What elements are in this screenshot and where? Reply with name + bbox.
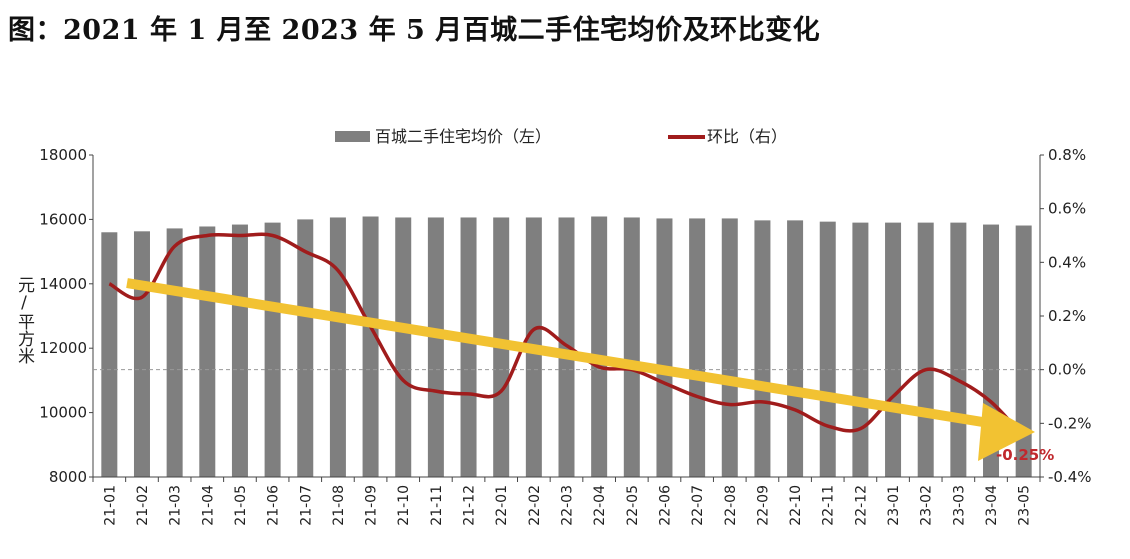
bar-23-02 [917,222,934,477]
bar-21-01 [101,232,118,477]
bar-22-11 [819,221,836,477]
bar-21-06 [264,222,281,477]
left-tick-label: 14000 [39,275,87,293]
left-tick-label: 10000 [39,404,87,422]
right-tick-label: -0.4% [1048,468,1092,486]
category-label: 21-11 [429,485,445,526]
right-tick-label: 0.0% [1048,361,1086,379]
trend-arrow-shaft [126,278,996,429]
category-label: 22-07 [690,485,706,526]
bar-21-05 [231,224,248,477]
category-label: 21-01 [102,485,118,526]
bar-21-11 [427,217,444,477]
left-tick-label: 16000 [39,210,87,228]
bar-22-04 [591,216,608,477]
bar-23-01 [885,222,902,477]
category-label: 21-05 [233,485,249,526]
legend-line-label: 环比（右） [707,127,787,146]
category-label: 23-04 [984,485,1000,526]
bar-22-12 [852,222,869,477]
bar-21-10 [395,217,412,477]
bar-22-07 [689,218,706,477]
right-tick-label: 0.6% [1048,200,1086,218]
bar-21-04 [199,226,216,477]
bar-21-07 [297,219,314,477]
category-label: 22-06 [657,485,673,526]
bar-21-12 [460,217,477,477]
last-value-annotation: -0.25% [996,446,1054,464]
category-label: 21-07 [298,485,314,526]
category-label: 21-12 [462,485,478,526]
left-tick-label: 18000 [39,146,87,164]
category-label: 22-10 [788,485,804,526]
left-tick-label: 8000 [49,468,87,486]
category-label: 23-01 [886,485,902,526]
category-label: 22-01 [494,485,510,526]
category-label: 23-03 [951,485,967,526]
bar-22-10 [787,220,804,477]
category-label: 21-04 [200,485,216,526]
category-label: 21-08 [331,485,347,526]
bar-23-05 [1015,225,1032,477]
category-label: 22-12 [853,485,869,526]
category-label: 21-02 [135,485,151,526]
left-axis-label: 元/平方米 [14,276,34,364]
legend-bar-label: 百城二手住宅均价（左） [375,127,551,146]
bar-21-03 [166,228,183,477]
right-tick-label: 0.8% [1048,146,1086,164]
right-tick-label: 0.4% [1048,253,1086,271]
left-tick-label: 12000 [39,339,87,357]
category-label: 22-05 [625,485,641,526]
category-label: 21-03 [168,485,184,526]
bar-22-06 [656,218,673,477]
category-label: 22-11 [821,485,837,526]
trend-arrow-head [978,403,1035,461]
bar-21-02 [133,231,150,477]
category-label: 23-05 [1017,485,1033,526]
bar-22-05 [623,217,640,477]
bar-23-03 [950,222,967,477]
bar-22-09 [754,220,771,477]
category-label: 21-06 [266,485,282,526]
category-label: 22-08 [723,485,739,526]
category-label: 21-09 [364,485,380,526]
category-label: 22-04 [592,485,608,526]
category-label: 22-02 [527,485,543,526]
category-label: 21-10 [396,485,412,526]
category-label: 23-02 [919,485,935,526]
bar-22-08 [721,218,738,477]
right-tick-label: -0.2% [1048,414,1092,432]
category-label: 22-03 [560,485,576,526]
chart-title: 图：2021 年 1 月至 2023 年 5 月百城二手住宅均价及环比变化 [8,15,821,46]
bar-21-09 [362,216,379,477]
category-label: 22-09 [755,485,771,526]
legend-bar-swatch [335,131,370,142]
right-tick-label: 0.2% [1048,307,1086,325]
bar-21-08 [329,217,346,477]
